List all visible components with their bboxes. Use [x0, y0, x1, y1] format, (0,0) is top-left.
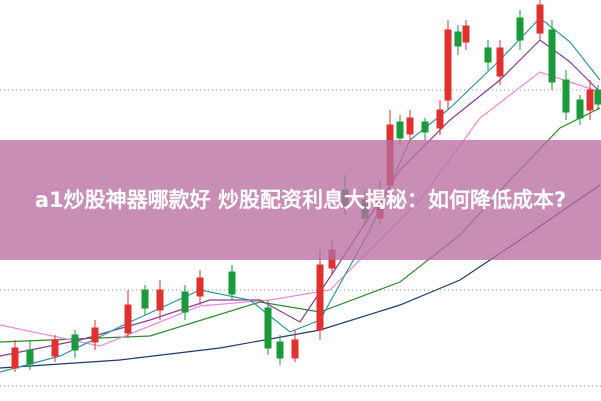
title: a1炒股神器哪款好 炒股配资利息大揭秘：如何降低成本? [34, 188, 567, 212]
title-banner: a1炒股神器哪款好 炒股配资利息大揭秘：如何降低成本? [0, 140, 601, 260]
grid-lines [0, 89, 601, 387]
